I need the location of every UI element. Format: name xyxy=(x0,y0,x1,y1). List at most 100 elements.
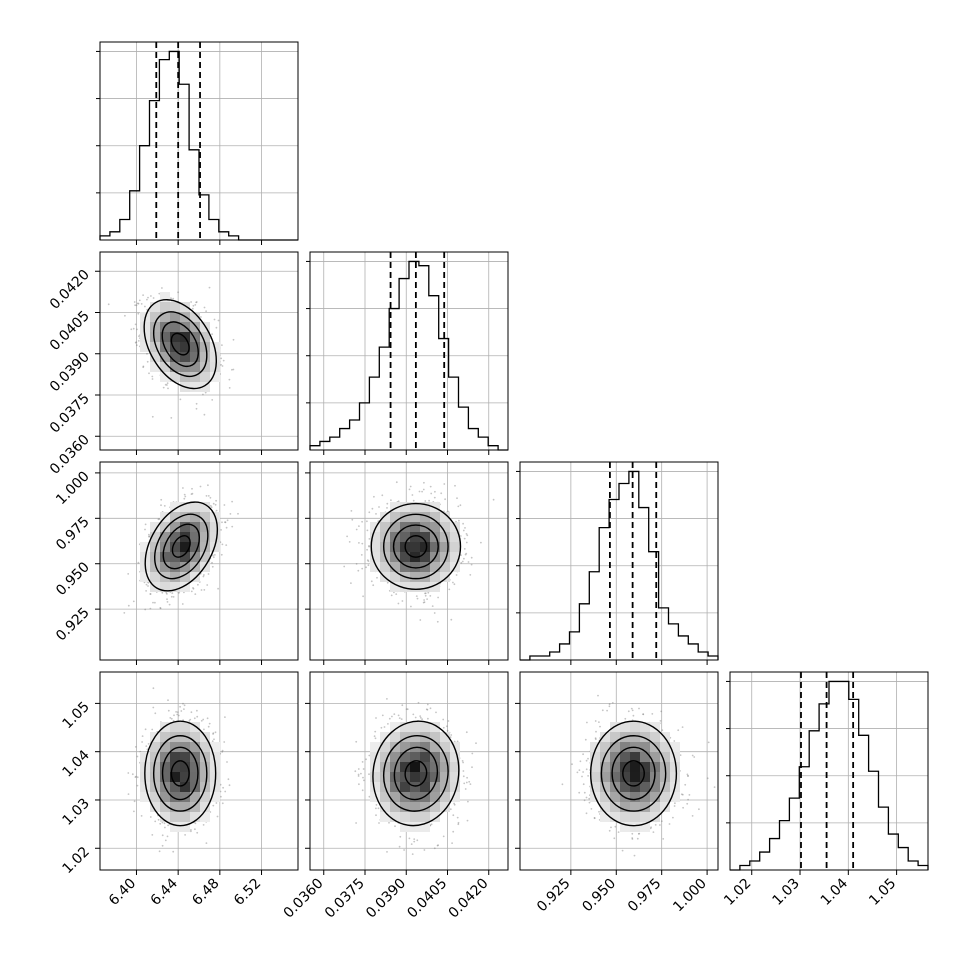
sample-point xyxy=(375,808,377,810)
sample-point xyxy=(196,408,198,410)
sample-point xyxy=(169,717,171,719)
sample-point xyxy=(210,497,212,499)
sample-point xyxy=(200,486,202,488)
sample-point xyxy=(170,417,172,419)
sample-point xyxy=(231,526,233,528)
sample-point xyxy=(399,836,401,838)
sample-point xyxy=(395,593,397,595)
sample-point xyxy=(200,316,202,318)
sample-point xyxy=(167,836,169,838)
density-cell xyxy=(180,352,190,362)
sample-point xyxy=(193,305,195,307)
sample-point xyxy=(228,778,230,780)
sample-point xyxy=(386,503,388,505)
sample-point xyxy=(465,554,467,556)
sample-point xyxy=(215,731,217,733)
sample-point xyxy=(466,542,468,544)
sample-point xyxy=(138,335,140,337)
sample-point xyxy=(417,598,419,600)
sample-point xyxy=(162,834,164,836)
sample-point xyxy=(361,543,363,545)
sample-point xyxy=(164,505,166,507)
sample-point xyxy=(163,387,165,389)
sample-point xyxy=(203,576,205,578)
sample-point xyxy=(427,592,429,594)
sample-point xyxy=(154,821,156,823)
sample-point xyxy=(231,369,233,371)
sample-point xyxy=(416,839,418,841)
density-cell xyxy=(390,512,400,522)
sample-point xyxy=(356,563,358,565)
sample-point xyxy=(452,582,454,584)
sample-point xyxy=(410,486,412,488)
sample-point xyxy=(229,784,231,786)
sample-point xyxy=(193,588,195,590)
sample-point xyxy=(133,811,135,813)
density-cell xyxy=(160,332,170,342)
sample-point xyxy=(195,822,197,824)
sample-point xyxy=(223,360,225,362)
sample-point xyxy=(145,590,147,592)
sample-point xyxy=(137,785,139,787)
sample-point xyxy=(233,369,235,371)
density-cell xyxy=(180,722,190,732)
sample-point xyxy=(224,791,226,793)
sample-point xyxy=(362,777,364,779)
sample-point xyxy=(430,486,432,488)
sample-point xyxy=(463,530,465,532)
density-1-3 xyxy=(354,698,477,855)
sample-point xyxy=(192,493,194,495)
density-cell xyxy=(430,532,440,542)
sample-point xyxy=(211,506,213,508)
sample-point xyxy=(462,762,464,764)
sample-point xyxy=(456,497,458,499)
sample-point xyxy=(224,716,226,718)
sample-point xyxy=(221,554,223,556)
sample-point xyxy=(171,596,173,598)
sample-point xyxy=(463,775,465,777)
sample-point xyxy=(161,592,163,594)
sample-point xyxy=(145,745,147,747)
sample-point xyxy=(184,704,186,706)
sample-point xyxy=(224,521,226,523)
density-cell xyxy=(400,532,410,542)
density-cell xyxy=(410,572,420,582)
sample-point xyxy=(166,593,168,595)
sample-point xyxy=(148,372,150,374)
density-cell xyxy=(410,522,420,532)
sample-point xyxy=(206,495,208,497)
sample-point xyxy=(127,772,129,774)
sample-point xyxy=(456,574,458,576)
sample-point xyxy=(437,621,439,623)
sample-point xyxy=(394,825,396,827)
sample-point xyxy=(460,562,462,564)
sample-point xyxy=(190,829,192,831)
density-cell xyxy=(160,732,170,742)
sample-point xyxy=(147,585,149,587)
sample-point xyxy=(133,601,135,603)
sample-point xyxy=(396,481,398,483)
sample-point xyxy=(363,780,365,782)
sample-point xyxy=(423,482,425,484)
sample-point xyxy=(229,379,231,381)
sample-point xyxy=(134,800,136,802)
sample-point xyxy=(177,711,179,713)
sample-point xyxy=(233,339,235,341)
sample-point xyxy=(141,815,143,817)
sample-point xyxy=(444,498,446,500)
sample-point xyxy=(196,301,198,303)
sample-point xyxy=(138,340,140,342)
sample-point xyxy=(207,484,209,486)
sample-point xyxy=(366,520,368,522)
sample-point xyxy=(142,735,144,737)
sample-point xyxy=(152,378,154,380)
panel-0-3 xyxy=(100,672,298,870)
sample-point xyxy=(390,499,392,501)
sample-point xyxy=(164,822,166,824)
sample-point xyxy=(159,850,161,852)
sample-point xyxy=(409,489,411,491)
sample-point xyxy=(365,566,367,568)
density-cell xyxy=(380,512,390,522)
sample-point xyxy=(201,589,203,591)
sample-point xyxy=(203,589,205,591)
